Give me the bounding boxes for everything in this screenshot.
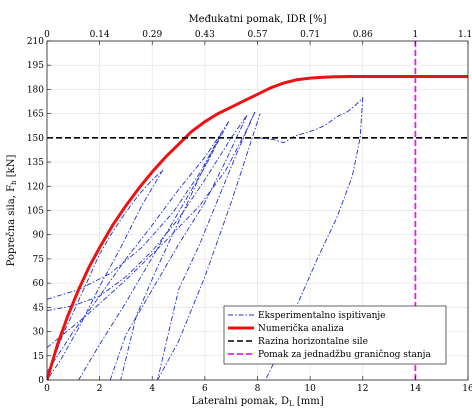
experimental-segment-7	[157, 111, 256, 380]
y-axis-title: Poprečna sila, Fh [kN]	[6, 155, 18, 267]
y-tick-label-3: 45	[33, 303, 45, 313]
x-axis-title-main: Lateralni pomak, D	[191, 396, 289, 407]
y-tick-label-13: 195	[27, 61, 44, 71]
experimental-segment-8	[157, 113, 261, 380]
plot-area	[47, 41, 468, 380]
legend-entry-experimental: Eksperimentalno ispitivanje	[258, 311, 386, 321]
x-tick-label-6: 12	[357, 384, 368, 394]
top-tick-label-6: 0.86	[353, 30, 373, 40]
y-tick-label-12: 180	[27, 85, 44, 95]
x-axis-title-sub: L	[289, 400, 294, 408]
y-tick-label-4: 60	[33, 279, 45, 289]
x-axis-title-unit: [mm]	[294, 396, 324, 407]
x-tick-label-7: 14	[410, 384, 422, 394]
x-tick-label-4: 8	[255, 384, 261, 394]
x-tick-label-3: 6	[202, 384, 208, 394]
y-tick-label-5: 75	[33, 255, 45, 265]
top-tick-label-0: 0	[44, 30, 50, 40]
top-tick-label-3: 0.43	[195, 30, 215, 40]
experimental-segment-2	[47, 121, 229, 373]
legend-entry-numerical: Numerička analiza	[258, 323, 344, 334]
x-tick-label-5: 10	[304, 384, 316, 394]
top-axis-ticks: 0 0.14 0.29 0.43 0.57 0.71 0.86 1 1.14	[44, 30, 472, 45]
top-axis-title: Međukatni pomak, IDR [%]	[188, 14, 326, 25]
experimental-segment-9	[260, 97, 364, 144]
y-tick-label-14: 210	[27, 37, 44, 47]
y-tick-label-6: 90	[33, 231, 45, 241]
y-tick-label-9: 135	[27, 158, 44, 168]
experimental-series	[47, 97, 364, 380]
x-tick-label-8: 16	[462, 384, 472, 394]
experimental-segment-4	[47, 115, 248, 312]
legend: Eksperimentalno ispitivanje Numerička an…	[223, 305, 447, 365]
experimental-segment-12	[120, 134, 222, 380]
numerical-line	[47, 75, 468, 380]
legend-entry-limit: Pomak za jednadžbu graničnog stanja	[258, 349, 431, 360]
top-tick-label-4: 0.57	[247, 30, 267, 40]
y-axis-ticks: 0 15 30 45 60 75 90 105 120 135 150 165 180 195 210	[27, 37, 51, 386]
y-tick-label-1: 15	[33, 352, 45, 362]
legend-box	[223, 305, 447, 365]
y-axis-title-main: Poprečna sila, F	[6, 185, 17, 266]
numerical-series	[47, 75, 468, 380]
experimental-segment-6	[47, 111, 256, 349]
y-tick-label-0: 0	[38, 376, 44, 386]
y-tick-label-2: 30	[33, 328, 45, 338]
y-tick-label-10: 150	[27, 134, 44, 144]
y-tick-label-8: 120	[27, 182, 44, 192]
y-tick-label-11: 165	[27, 110, 44, 120]
top-tick-label-8: 1.14	[458, 30, 472, 40]
y-axis-title-sub: h	[10, 180, 18, 185]
experimental-segment-0	[47, 169, 164, 380]
y-axis-title-unit: [kN]	[6, 155, 17, 181]
x-tick-label-0: 0	[44, 384, 50, 394]
experimental-segment-5	[109, 115, 248, 380]
top-tick-label-2: 0.29	[142, 30, 162, 40]
x-tick-label-1: 2	[97, 384, 103, 394]
legend-entry-horizontal: Razina horizontalne sile	[258, 337, 368, 347]
x-tick-label-2: 4	[149, 384, 155, 394]
top-tick-label-1: 0.14	[90, 30, 110, 40]
top-tick-label-7: 1	[413, 30, 419, 40]
top-tick-label-5: 0.71	[300, 30, 320, 40]
y-tick-label-7: 105	[27, 207, 44, 217]
x-axis-ticks: 0 2 4 6 8 10 12 14 16	[44, 376, 472, 394]
x-axis-title: Lateralni pomak, DL [mm]	[191, 396, 323, 408]
